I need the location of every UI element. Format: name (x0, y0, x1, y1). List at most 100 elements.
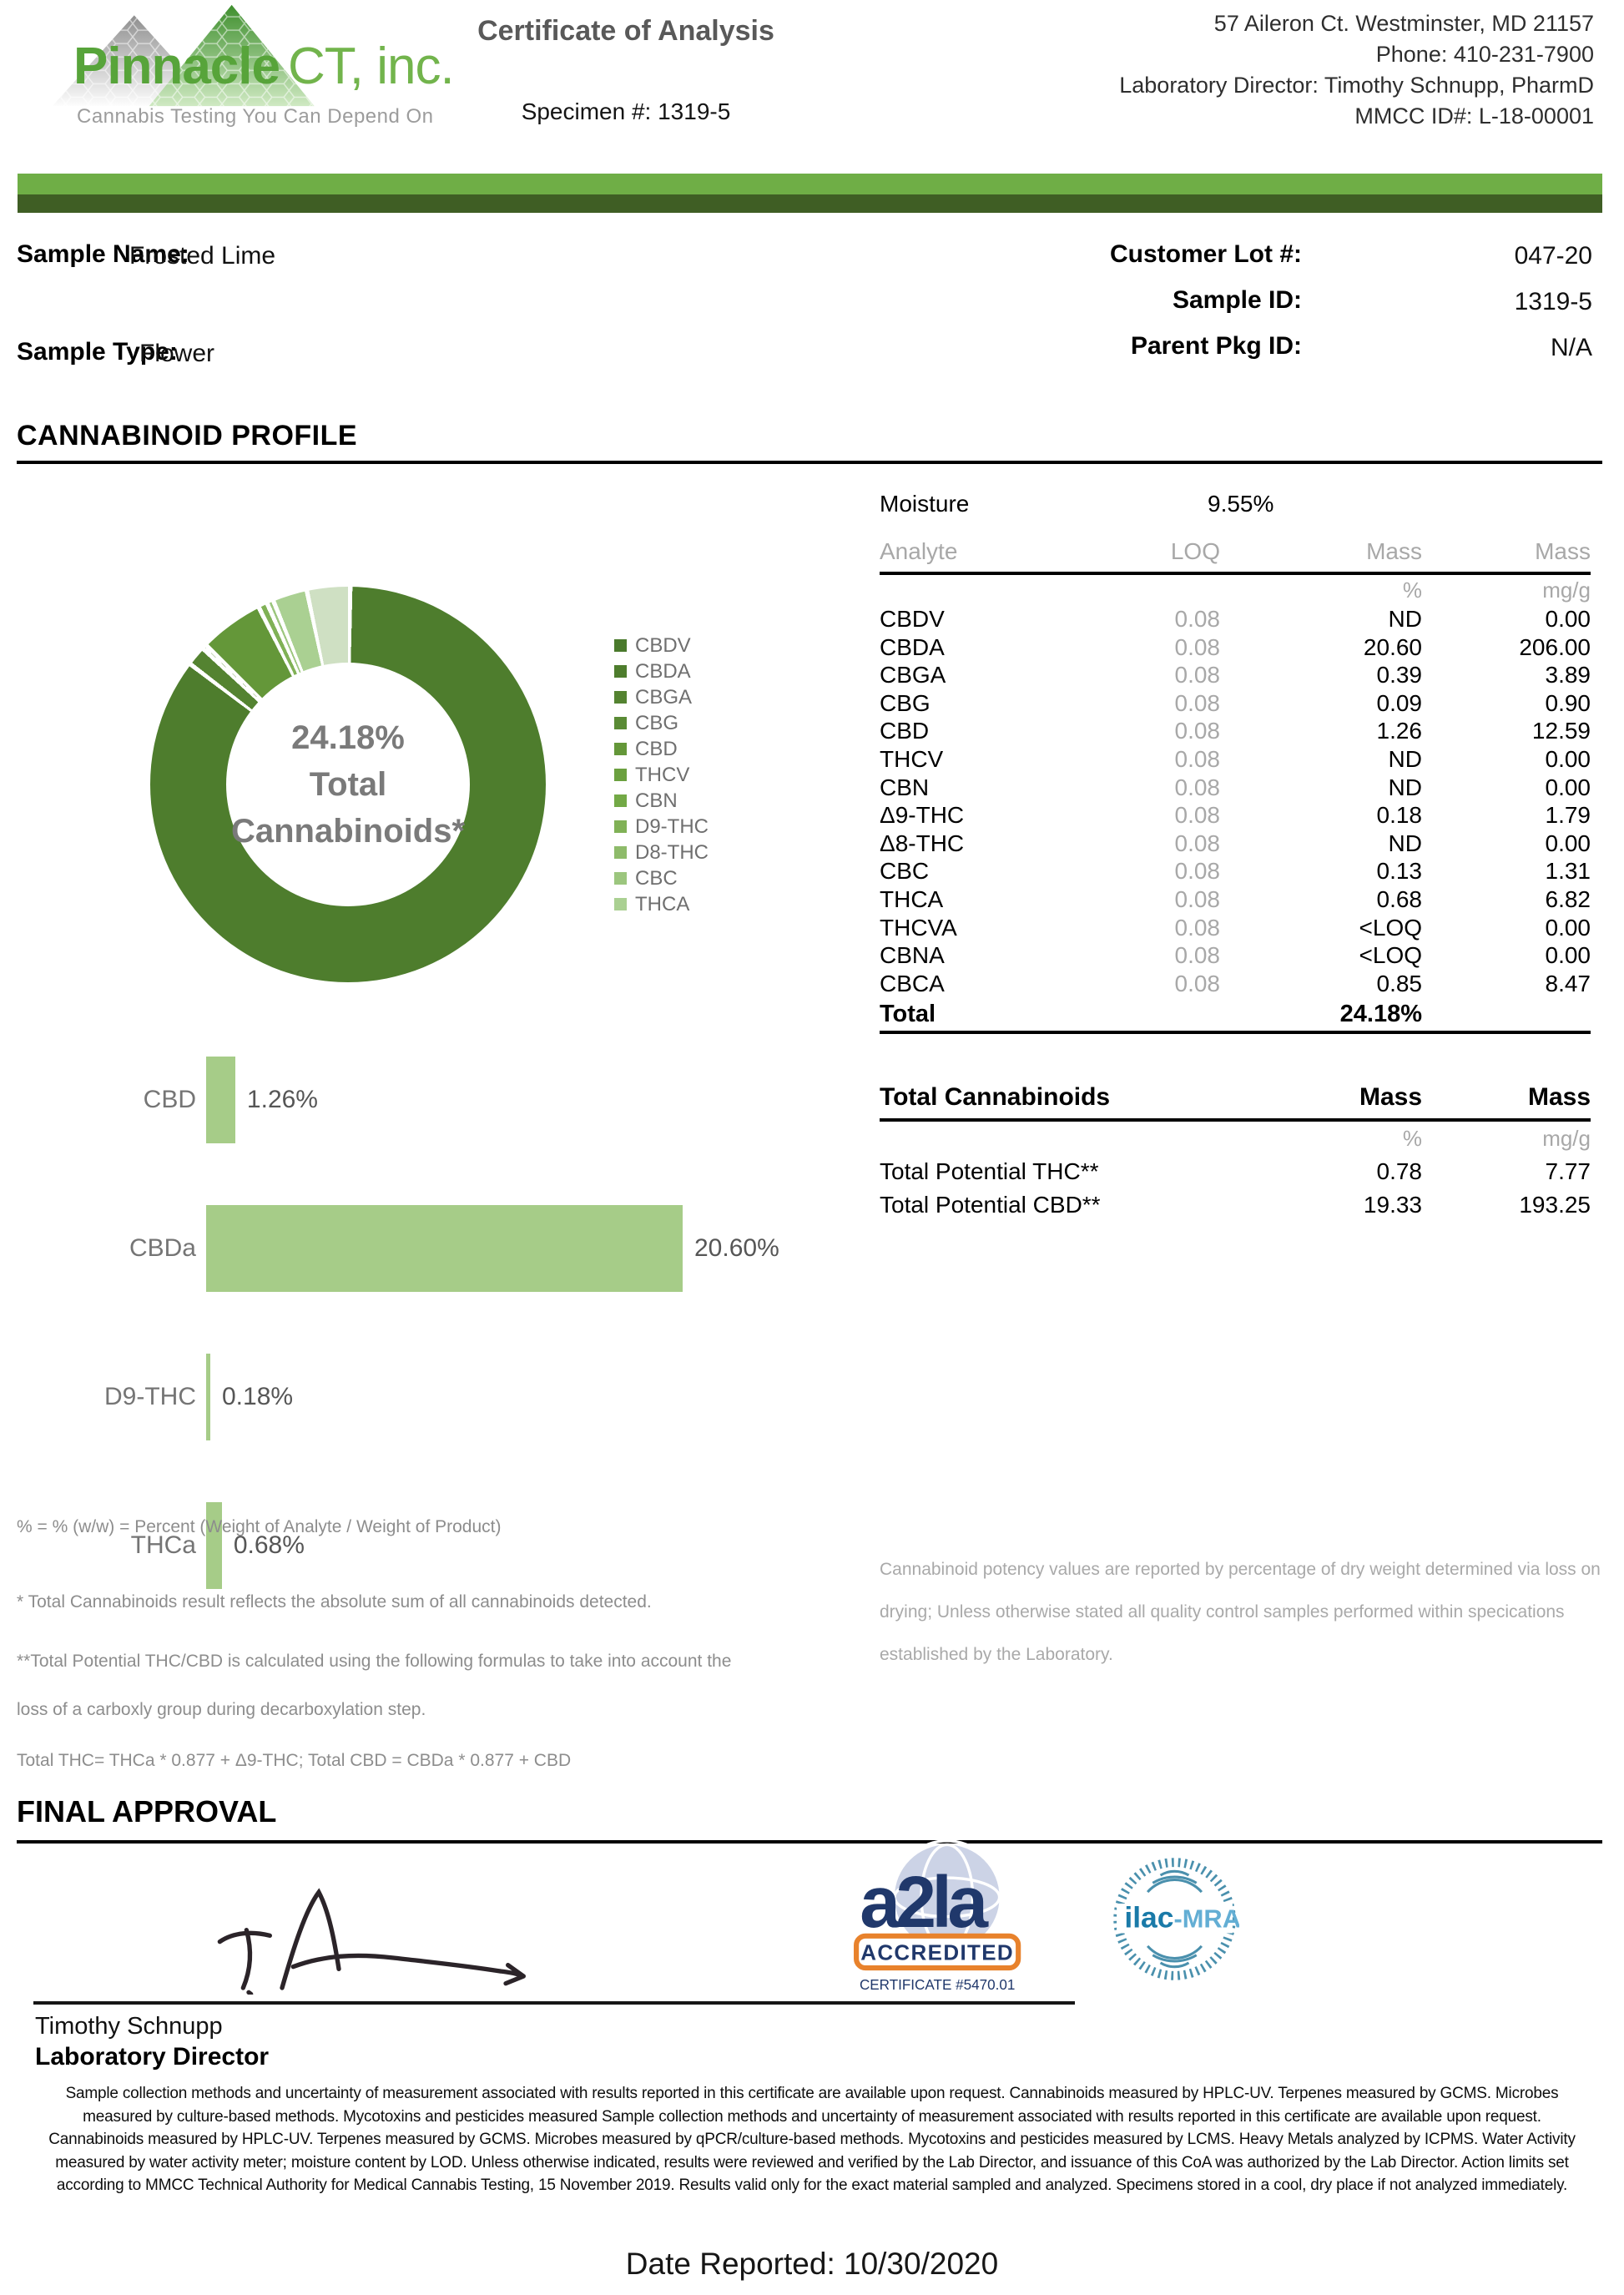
legend-label: CBG (635, 711, 679, 734)
signer-role: Laboratory Director (35, 2043, 270, 2071)
col-analyte: Analyte (880, 538, 958, 564)
bar-fill (206, 1205, 683, 1292)
logo-suffix: CT, inc. (288, 38, 455, 95)
moisture-value: 9.55% (1208, 491, 1274, 517)
loq-value: 0.08 (1174, 662, 1221, 688)
legend-swatch-icon (614, 794, 627, 807)
mass-percent: 0.09 (1376, 689, 1423, 716)
section-title-cannabinoid-profile: CANNABINOID PROFILE (17, 420, 358, 451)
legend-label: CBDA (635, 659, 691, 683)
sample-type-value: Flower (139, 340, 215, 367)
analyte-name: CBG (880, 689, 931, 716)
mass-mgg: 0.90 (1545, 689, 1591, 716)
legend-swatch-icon (614, 691, 627, 704)
analyte-row: CBCA 0.08 0.85 8.47 (880, 970, 1591, 998)
disclaimer-line: Sample collection methods and uncertaint… (65, 2085, 1559, 2102)
legend-label: THCA (635, 892, 690, 915)
footnote-total-sum: * Total Cannabinoids result reflects the… (17, 1592, 652, 1612)
disclaimer-block: Sample collection methods and uncertaint… (23, 2082, 1601, 2197)
bar-row: THCa 0.68% (17, 1471, 851, 1620)
legend-label: CBD (635, 737, 678, 760)
cannabinoid-donut-chart: 24.18% Total Cannabinoids* (150, 587, 546, 982)
legend-swatch-icon (614, 717, 627, 729)
analyte-row: CBDA 0.08 20.60 206.00 (880, 633, 1591, 662)
mass-mgg: 12.59 (1531, 718, 1591, 744)
address-line: MMCC ID#: L-18-00001 (1354, 103, 1594, 129)
parent-pkg-label: Parent Pkg ID: (1130, 332, 1302, 360)
total-label: Total (880, 1001, 936, 1028)
document-title: Certificate of Analysis (477, 15, 774, 47)
analyte-row: CBD 0.08 1.26 12.59 (880, 717, 1591, 745)
a2la-accredited-logo-icon: a2la ACCREDITED CERTIFICATE #5470.01 (854, 1840, 1021, 1993)
analyte-name: CBDA (880, 633, 945, 660)
mass-mgg: 6.82 (1545, 885, 1591, 912)
analyte-name: CBGA (880, 662, 946, 688)
donut-total-word: Total (309, 766, 387, 803)
legend-item: CBG (614, 710, 709, 736)
sample-type-label: Sample Type: (17, 338, 178, 366)
analyte-name: CBC (880, 858, 930, 885)
unit-mgg: mg/g (1542, 578, 1591, 603)
mass-percent: 0.68 (1376, 885, 1423, 912)
bar-category-label: CBDa (129, 1234, 196, 1262)
analyte-name: CBD (880, 718, 930, 744)
bar-value-label: 0.68% (233, 1531, 305, 1559)
legend-swatch-icon (614, 769, 627, 781)
col-mass-mgg: Mass (1535, 538, 1591, 564)
mass-mgg: 0.00 (1545, 830, 1591, 856)
bar-category-label: THCa (130, 1531, 196, 1559)
unit-percent-2: % (1402, 1126, 1422, 1151)
legend-item: THCA (614, 891, 709, 917)
legend-swatch-icon (614, 846, 627, 859)
mass-percent: ND (1388, 774, 1422, 800)
final-approval-title: FINAL APPROVAL (17, 1794, 277, 1828)
analyte-row: CBC 0.08 0.13 1.31 (880, 857, 1591, 885)
sample-id-label: Sample ID: (1172, 286, 1302, 314)
loq-value: 0.08 (1174, 830, 1221, 856)
bar-row: CBD 1.26% (17, 1026, 851, 1174)
analyte-row: CBN 0.08 ND 0.00 (880, 774, 1591, 802)
total-potential-cbd-row: Total Potential CBD** 19.33 193.25 (880, 1188, 1591, 1222)
cbd-mgg: 193.25 (1519, 1192, 1591, 1218)
ilac-mra-logo-icon: ilac-MRA (1113, 1858, 1239, 1980)
signature-line (33, 2001, 1075, 2005)
loq-value: 0.08 (1174, 802, 1221, 829)
legend-label: CBGA (635, 685, 693, 709)
disclaimer-line: measured by water activity meter; moistu… (55, 2153, 1569, 2171)
thc-mgg: 7.77 (1545, 1158, 1591, 1184)
analyte-name: THCA (880, 885, 944, 912)
mass-percent: 20.60 (1363, 633, 1422, 660)
mass-percent: 0.39 (1376, 662, 1423, 688)
legend-item: CBDV (614, 633, 709, 658)
thc-pct: 0.78 (1376, 1158, 1423, 1184)
unit-percent: % (1402, 578, 1422, 603)
analyte-row: CBNA 0.08 <LOQ 0.00 (880, 941, 1591, 970)
footnote-percent-def: % = % (w/w) = Percent (Weight of Analyte… (17, 1517, 502, 1536)
footnote-potential: **Total Potential THC/CBD is calculated … (17, 1652, 732, 1719)
loq-value: 0.08 (1174, 718, 1221, 744)
logo-triangles-icon (52, 4, 315, 107)
bar-category-label: D9-THC (104, 1383, 196, 1410)
cbd-pct: 19.33 (1363, 1192, 1422, 1218)
bar-value-label: 0.18% (222, 1383, 294, 1410)
analyte-row: Δ8-THC 0.08 ND 0.00 (880, 830, 1591, 858)
legend-item: CBGA (614, 684, 709, 710)
col-loq: LOQ (1170, 538, 1220, 564)
unit-mgg-2: mg/g (1542, 1126, 1591, 1151)
total-potential-thc-row: Total Potential THC** 0.78 7.77 (880, 1155, 1591, 1188)
bar-row: D9-THC 0.18% (17, 1323, 851, 1471)
specimen-number: Specimen #: 1319-5 (521, 98, 731, 124)
analyte-name: CBDV (880, 606, 945, 632)
loq-value: 0.08 (1174, 774, 1221, 800)
legend-item: CBN (614, 788, 709, 814)
legend-item: D9-THC (614, 814, 709, 840)
mass-mgg: 8.47 (1545, 970, 1591, 996)
header-band-dark (18, 194, 1602, 213)
total-value: 24.18% (1339, 1001, 1422, 1028)
section-rule (17, 461, 1602, 464)
moisture-label: Moisture (880, 491, 970, 517)
legend-swatch-icon (614, 898, 627, 910)
analyte-rows: CBDV 0.08 ND 0.00 CBDA 0.08 20.60 206.00 CBGA 0.0… (880, 605, 1591, 997)
mass-mgg: 3.89 (1545, 662, 1591, 688)
svg-text:ilac-MRA: ilac-MRA (1124, 1901, 1239, 1934)
